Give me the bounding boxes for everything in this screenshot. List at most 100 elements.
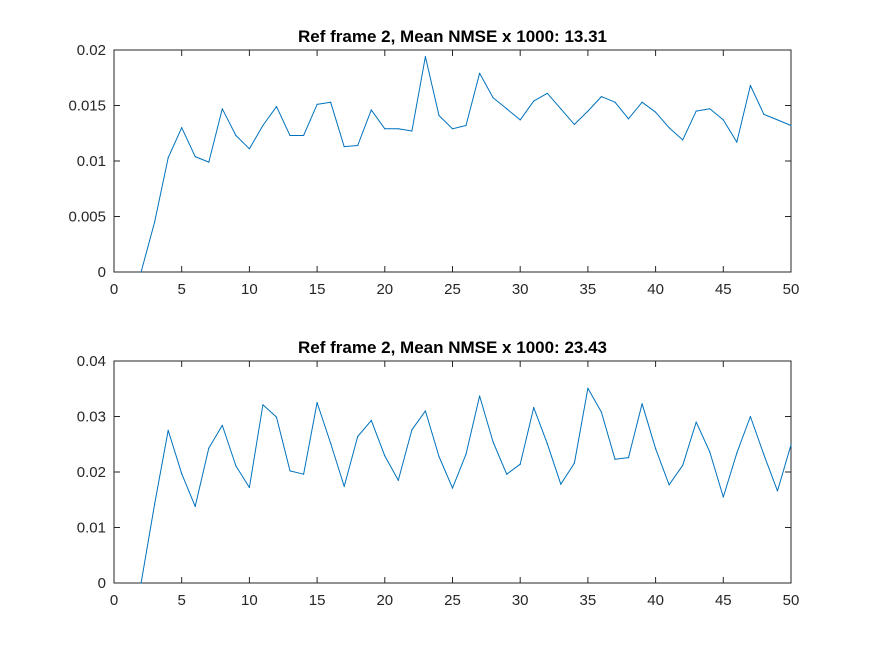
- data-point: [451, 128, 454, 130]
- data-point: [343, 145, 345, 148]
- x-tick-label: 0: [110, 592, 118, 609]
- data-point: [627, 456, 630, 459]
- x-tick-label: 25: [444, 281, 461, 298]
- data-point: [384, 128, 386, 130]
- data-point: [519, 119, 521, 121]
- data-point: [330, 442, 332, 444]
- data-point: [695, 110, 697, 112]
- data-point: [614, 101, 616, 103]
- data-point: [560, 483, 562, 485]
- y-tick-label: 0.04: [77, 353, 106, 370]
- data-point: [289, 134, 291, 137]
- data-point: [140, 582, 142, 584]
- data-point: [587, 110, 589, 112]
- data-point: [627, 118, 630, 120]
- data-point: [302, 134, 305, 137]
- x-tick-label: 15: [309, 592, 326, 609]
- x-tick-label: 40: [647, 592, 664, 609]
- data-point: [519, 463, 521, 465]
- y-tick-label: 0.01: [77, 153, 106, 170]
- data-point: [722, 119, 724, 121]
- data-point: [154, 221, 156, 223]
- data-point: [275, 416, 278, 418]
- data-point: [167, 157, 169, 159]
- x-tick-label: 50: [783, 592, 800, 609]
- data-point: [749, 84, 751, 87]
- data-point: [262, 124, 264, 127]
- data-point: [235, 134, 237, 137]
- x-tick-label: 0: [110, 281, 118, 298]
- y-tick-label: 0.005: [68, 209, 106, 226]
- data-point: [560, 108, 562, 110]
- data-point: [600, 411, 603, 413]
- data-point: [262, 404, 264, 406]
- data-point: [465, 453, 467, 455]
- chart-1: Ref frame 2, Mean NMSE x 1000: 13.31 0 5 10…: [68, 27, 799, 298]
- data-point: [668, 484, 670, 486]
- x-tick-label: 25: [444, 592, 461, 609]
- data-point: [533, 407, 535, 409]
- data-point: [194, 155, 196, 158]
- data-point: [411, 429, 413, 431]
- data-point: [343, 485, 345, 488]
- data-point: [790, 444, 792, 446]
- data-point: [492, 441, 494, 443]
- data-point: [546, 92, 548, 94]
- data-point: [682, 464, 684, 466]
- x-tick-label: 35: [580, 281, 597, 298]
- data-point: [776, 490, 779, 492]
- data-point: [587, 387, 589, 389]
- data-point: [695, 421, 697, 423]
- x-tick-label: 40: [647, 281, 664, 298]
- axes-box: [113, 360, 792, 584]
- data-point: [533, 100, 535, 102]
- x-tick-label: 5: [178, 281, 186, 298]
- data-point: [573, 123, 575, 125]
- data-point: [140, 271, 142, 273]
- data-point: [790, 124, 792, 127]
- data-point: [221, 108, 223, 110]
- y-tick-label: 0.01: [77, 520, 106, 537]
- data-point: [668, 127, 670, 129]
- x-tick-label: 15: [309, 281, 326, 298]
- axes-box: [113, 49, 792, 273]
- data-point: [655, 448, 657, 450]
- data-point: [506, 473, 508, 475]
- y-tick-label: 0.015: [68, 98, 106, 115]
- data-point: [411, 130, 413, 132]
- data-point: [763, 113, 765, 115]
- data-point: [736, 452, 738, 454]
- data-point: [316, 103, 318, 105]
- chart-2: Ref frame 2, Mean NMSE x 1000: 23.43 0 5 10…: [77, 338, 800, 609]
- data-point: [370, 419, 372, 421]
- y-tick-label: 0.02: [77, 42, 106, 59]
- data-point: [709, 451, 711, 453]
- data-point: [181, 127, 183, 129]
- chart-title: Ref frame 2, Mean NMSE x 1000: 23.43: [298, 338, 607, 357]
- data-point: [357, 435, 359, 438]
- y-tick-label: 0: [98, 575, 106, 592]
- data-point: [736, 141, 738, 143]
- x-tick-label: 20: [376, 592, 393, 609]
- x-tick-label: 45: [715, 281, 732, 298]
- data-point: [478, 395, 481, 397]
- data-point: [506, 108, 508, 110]
- data-point: [438, 114, 440, 117]
- data-point: [722, 496, 724, 498]
- x-tick-label: 30: [512, 281, 529, 298]
- data-point: [749, 415, 751, 418]
- data-point: [397, 479, 399, 481]
- data-point: [776, 119, 779, 121]
- data-point: [330, 101, 332, 103]
- data-point: [248, 148, 250, 150]
- data-point: [357, 144, 359, 147]
- data-point: [641, 101, 643, 103]
- x-tick-label: 50: [783, 281, 800, 298]
- x-tick-label: 10: [241, 592, 258, 609]
- y-tick-label: 0: [98, 264, 106, 281]
- data-point: [492, 97, 494, 99]
- x-tick-label: 30: [512, 592, 529, 609]
- chart-title: Ref frame 2, Mean NMSE x 1000: 13.31: [298, 27, 607, 46]
- data-point: [384, 455, 386, 457]
